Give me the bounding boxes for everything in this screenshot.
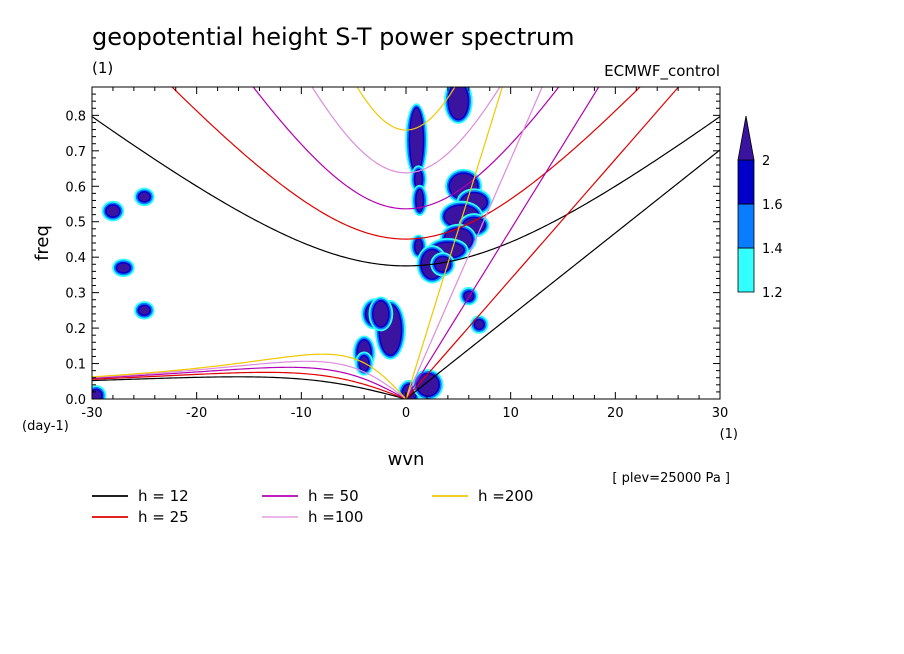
x-tick-label: 0 [402,406,410,421]
colorbar-extend-arrow [737,115,755,161]
y-tick-label: 0.8 [65,109,86,124]
gravity-wave-curve [92,116,720,267]
x-unit-label: (1) [720,427,738,442]
contour-blob [405,103,428,178]
gravity-wave-curve [171,87,641,240]
rossby-wave-curve [92,360,407,399]
contour-fill [106,205,120,217]
chart-subtitle-source: ECMWF_control [604,62,720,81]
contour-blob [101,200,125,222]
y-tick-label: 0.0 [65,393,86,408]
legend-label: h = 12 [138,487,189,505]
contour-blob [443,87,473,124]
y-tick-label: 0.4 [65,251,86,266]
kelvin-wave-curve [405,87,600,399]
dispersion-curve [92,87,600,399]
colorbar-label: 2 [762,154,770,169]
contour-blob [470,315,489,334]
kelvin-wave-curve [405,87,680,399]
contour-blob [411,184,428,217]
contour-blob [112,258,135,278]
y-tick-label: 0.2 [65,322,86,337]
contour-fill [373,301,389,327]
y-tick-label: 0.7 [65,145,86,160]
spectrum-contours [92,87,492,399]
legend-label: h =100 [308,508,363,526]
legend-label: h = 25 [138,508,189,526]
y-tick-label: 0.1 [65,358,86,373]
contour-blob [410,165,427,194]
contour-fill [416,189,423,212]
kelvin-wave-curve [405,87,543,399]
contour-blob [368,296,394,332]
pressure-level-note: [ plev=25000 Pa ] [612,471,730,486]
dispersion-curve [92,87,543,399]
dispersion-curve [92,87,503,399]
dispersion-curve [92,87,680,399]
rossby-wave-curve [92,353,407,399]
x-tick-label: -30 [81,406,102,421]
contour-fill [448,87,468,119]
chart-title: geopotential height S-T power spectrum [92,23,575,51]
contour-fill [410,108,423,173]
x-axis-label: wvn [388,449,425,470]
contour-fill [117,263,130,273]
y-tick-label: 0.3 [65,287,86,302]
curve-legend: h = 12 h = 25 h = 50 h =100 h =200 [92,487,533,526]
contour-fill [415,239,422,254]
y-tick-label: 0.5 [65,216,86,231]
colorbar-segment [737,203,755,249]
colorbar-label: 1.6 [762,198,783,213]
chart-subtitle-units: (1) [92,59,113,77]
legend-label: h = 50 [308,487,359,505]
kelvin-wave-curve [405,149,720,399]
legend-label: h =200 [478,487,533,505]
colorbar-label: 1.2 [762,286,783,301]
colorbar-segment [737,159,755,205]
rossby-wave-curve [92,376,407,399]
contour-blob [134,301,155,320]
contour-fill [139,192,150,202]
colorbar-segment [737,247,755,293]
x-tick-label: -10 [291,406,312,421]
x-tick-label: 20 [607,406,624,421]
y-axis-label: freq [32,225,53,261]
gravity-wave-curve [356,87,456,131]
gravity-wave-curve [311,87,501,174]
rossby-wave-curve [92,366,407,399]
x-tick-label: 10 [502,406,519,421]
x-tick-label: 30 [712,406,729,421]
colorbar: 1.2 1.4 1.6 2 [737,115,783,301]
dispersion-curve [92,116,720,399]
kelvin-wave-curve [405,87,503,399]
contour-blob [430,252,455,277]
axis-ticks: -30 -20 -10 0 10 20 30 0.0 0.1 0.2 0.3 0.4 0.5 0.6 0.7… [65,87,728,421]
rossby-wave-curve [92,371,407,399]
gravity-wave-curve [252,87,560,210]
x-tick-label: -20 [186,406,207,421]
contour-fill [139,306,150,315]
contour-blob [92,385,107,399]
colorbar-label: 1.4 [762,242,783,257]
dispersion-curves [92,87,720,399]
contour-fill [475,320,484,329]
y-tick-label: 0.6 [65,180,86,195]
contour-fill [417,374,439,396]
contour-blob [134,187,155,207]
y-unit-label: (day-1) [22,419,69,434]
contour-fill [415,170,422,189]
